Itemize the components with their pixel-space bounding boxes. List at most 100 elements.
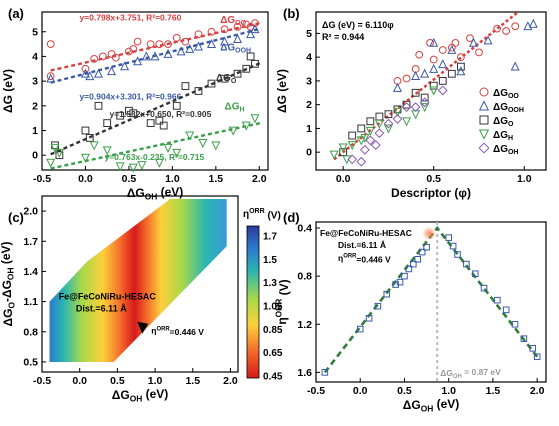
data-point: [384, 110, 393, 119]
annotation-marker: [137, 321, 149, 334]
data-point: [456, 66, 466, 76]
data-point: [392, 107, 403, 117]
data-point: [502, 306, 510, 314]
data-point: [194, 87, 203, 95]
data-point: [429, 55, 438, 64]
fit-equation: y=0.763x-0.235, R²=0.715: [104, 152, 204, 162]
data-point: [469, 37, 479, 47]
data-point: [246, 52, 255, 61]
x-tick-label: -0.5: [33, 375, 51, 387]
data-point: [98, 52, 107, 61]
y-tick-label: 1.7: [23, 236, 38, 248]
data-point: [479, 87, 489, 97]
data-point: [414, 255, 422, 263]
data-point: [359, 144, 370, 155]
data-point: [107, 50, 116, 58]
plot-frame: [41, 195, 239, 373]
data-point: [338, 143, 348, 153]
y-tick-label: 4: [32, 51, 38, 63]
data-point: [348, 131, 357, 140]
data-point: [125, 47, 133, 56]
data-point: [420, 93, 429, 102]
data-point: [250, 24, 260, 34]
data-point: [193, 41, 203, 51]
data-point: [401, 272, 408, 280]
data-point: [478, 129, 490, 140]
y-tick-label: 4: [306, 52, 312, 64]
data-point: [396, 278, 404, 286]
data-point: [46, 72, 55, 81]
reference-label: ΔGOH​ = 0.87 eV: [440, 367, 501, 380]
data-point: [146, 119, 155, 127]
data-point: [456, 62, 465, 71]
data-point: [347, 154, 358, 165]
data-point: [511, 320, 519, 328]
data-point: [90, 55, 99, 63]
y-tick-label: 1.4: [23, 266, 38, 278]
data-point: [402, 74, 411, 83]
data-point: [511, 22, 520, 31]
x-tick-label: 0.5: [122, 173, 137, 185]
data-point: [347, 141, 357, 151]
data-point: [102, 146, 112, 156]
legend-label: ΔGOO​: [493, 88, 519, 100]
data-point: [251, 19, 259, 28]
x-tick-label: -0.5: [307, 385, 325, 397]
panel-label: (a): [8, 6, 24, 21]
data-point: [128, 163, 138, 173]
data-point: [356, 156, 367, 167]
data-point: [150, 51, 160, 61]
data-point: [478, 142, 490, 154]
data-point: [46, 158, 56, 168]
x-tick-label: 0.0: [353, 385, 368, 397]
data-point: [342, 155, 352, 165]
data-point: [445, 234, 452, 241]
annotation-label: Fe@FeCoNiRu-HESAC: [59, 292, 157, 302]
data-point: [93, 68, 104, 78]
x-tick-label: 2.0: [223, 375, 238, 387]
x-axis-label: ΔGOH​ (eV): [403, 397, 460, 414]
data-point: [185, 131, 195, 141]
y-tick-label: 0.8: [297, 271, 312, 283]
data-point: [375, 112, 384, 121]
y-axis-label: ΔG (eV): [275, 69, 289, 113]
y-axis-label: ΔGO​-ΔGOH​ (eV): [0, 241, 17, 326]
plot-frame: [315, 11, 547, 171]
data-point: [220, 36, 230, 46]
data-point: [111, 53, 120, 62]
data-point: [415, 50, 424, 59]
data-point: [410, 102, 421, 112]
y-tick-label: 5: [32, 26, 38, 38]
data-point: [133, 37, 142, 46]
series-label: ΔGH​: [225, 102, 245, 114]
x-axis-label: Descriptor (φ): [391, 186, 471, 200]
data-point: [429, 37, 439, 47]
data-point: [133, 56, 143, 66]
data-point: [374, 119, 384, 129]
y-tick-label: 2: [32, 100, 38, 112]
y-tick-label: 1: [306, 123, 312, 135]
data-point: [155, 40, 164, 48]
x-tick-label: 2.0: [530, 385, 545, 397]
data-point: [207, 79, 216, 88]
data-point: [475, 48, 483, 57]
data-point: [54, 148, 64, 158]
data-point: [181, 37, 190, 46]
fit-line: [50, 21, 262, 72]
data-point: [80, 68, 90, 78]
y-tick-label: 2: [306, 99, 312, 111]
y-tick-label: 0: [32, 150, 38, 162]
fit-line: [50, 27, 262, 84]
y-tick-label: 0.5: [23, 356, 38, 368]
data-point: [420, 68, 430, 78]
data-point: [392, 82, 403, 92]
data-point: [172, 34, 181, 42]
panel-b: 0.0 0.5 1.0 0 1 2 3 4 5 Descriptor (φ) ΔG (eV) ΔG (…: [275, 10, 547, 200]
data-point: [411, 71, 421, 81]
data-point: [502, 27, 511, 35]
volcano-line: [323, 225, 539, 374]
data-point: [120, 61, 130, 71]
data-point: [429, 86, 439, 96]
